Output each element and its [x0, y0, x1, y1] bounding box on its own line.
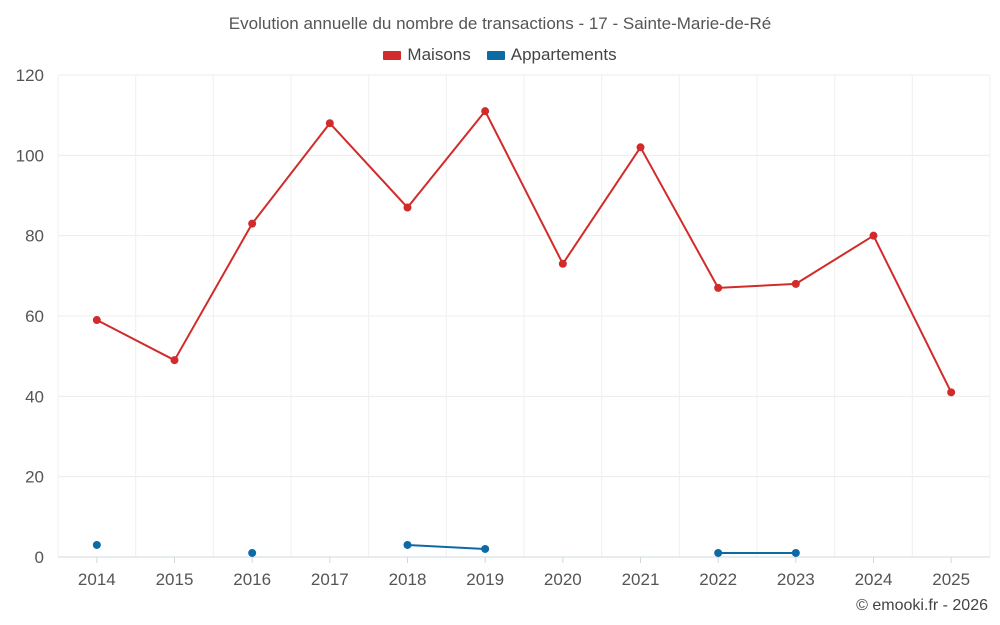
data-point-maisons: [92, 316, 101, 325]
y-tick-label: 20: [25, 468, 44, 487]
x-tick-label: 2022: [699, 570, 737, 589]
data-point-maisons: [558, 259, 567, 268]
series-line-maisons: [328, 122, 409, 209]
series-line-maisons: [251, 122, 331, 225]
series-line-maisons: [484, 110, 564, 265]
x-tick-label: 2020: [544, 570, 582, 589]
series-line-maisons: [717, 282, 797, 289]
data-point-appartements: [248, 548, 257, 557]
data-point-maisons: [325, 119, 334, 128]
series-line-maisons: [639, 146, 720, 289]
y-tick-label: 0: [35, 548, 44, 567]
y-tick-label: 80: [25, 227, 44, 246]
x-tick-label: 2019: [466, 570, 504, 589]
x-tick-label: 2016: [233, 570, 271, 589]
series-line-maisons: [406, 110, 487, 209]
legend-item-maisons[interactable]: Maisons: [383, 45, 471, 65]
series-line-maisons: [173, 222, 254, 362]
series-line-maisons: [872, 234, 953, 394]
x-tick-label: 2023: [777, 570, 815, 589]
series-line-maisons: [95, 319, 176, 362]
data-point-appartements: [481, 544, 490, 553]
credit-text: © emooki.fr - 2026: [856, 597, 988, 614]
data-point-maisons: [170, 356, 179, 365]
x-tick-label: 2015: [156, 570, 194, 589]
legend-swatch-appartements: [486, 50, 505, 60]
legend-label-appartements: Appartements: [510, 45, 617, 64]
x-tick-label: 2018: [389, 570, 427, 589]
x-tick-label: 2025: [932, 570, 970, 589]
series-line-maisons: [794, 234, 875, 285]
data-point-appartements: [791, 548, 800, 557]
data-point-maisons: [947, 388, 956, 397]
data-point-maisons: [791, 279, 800, 288]
data-point-appartements: [92, 540, 101, 549]
data-point-maisons: [481, 107, 490, 116]
chart-title: Evolution annuelle du nombre de transact…: [228, 14, 772, 33]
legend-label-maisons: Maisons: [407, 45, 471, 64]
y-tick-label: 120: [16, 66, 44, 85]
data-point-maisons: [636, 143, 645, 152]
x-tick-label: 2021: [622, 570, 660, 589]
y-tick-label: 60: [25, 307, 44, 326]
series-line-maisons: [561, 146, 642, 265]
series-line-appartements: [406, 543, 487, 550]
legend: Maisons Appartements: [0, 45, 1000, 65]
data-point-maisons: [714, 283, 723, 292]
x-tick-label: 2024: [855, 570, 893, 589]
data-point-appartements: [403, 540, 412, 549]
data-point-maisons: [869, 231, 878, 240]
legend-swatch-maisons: [383, 50, 402, 60]
x-tick-label: 2014: [78, 570, 116, 589]
y-tick-label: 40: [25, 387, 44, 406]
data-point-appartements: [714, 548, 723, 557]
data-point-maisons: [403, 203, 412, 212]
legend-item-appartements[interactable]: Appartements: [486, 45, 617, 65]
y-tick-label: 100: [16, 146, 44, 165]
data-point-maisons: [248, 219, 257, 228]
x-tick-label: 2017: [311, 570, 349, 589]
